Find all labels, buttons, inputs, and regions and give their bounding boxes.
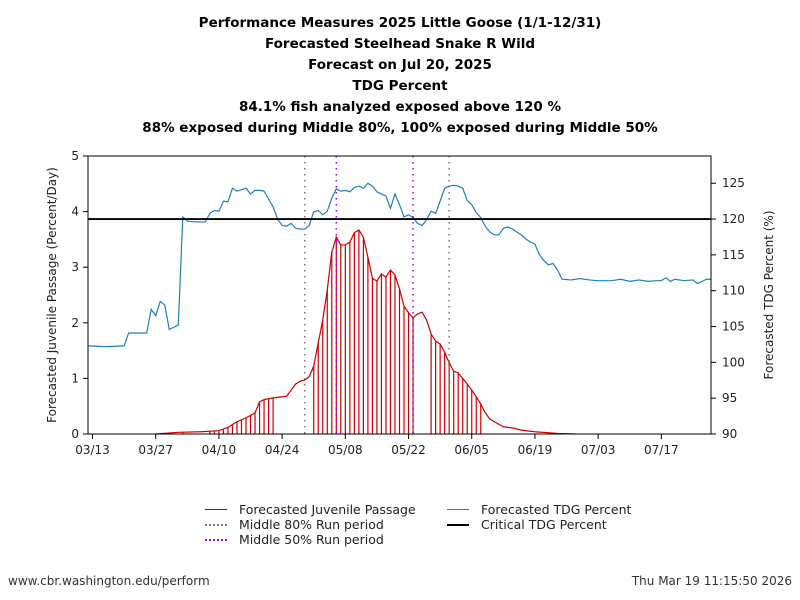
y2-tick-label: 110: [722, 284, 745, 298]
legend-label: Forecasted TDG Percent: [481, 502, 632, 517]
y2-tick-label: 95: [722, 391, 737, 405]
y-tick-label: 2: [71, 316, 79, 330]
y-tick-label: 0: [71, 427, 79, 441]
y-tick-label: 5: [71, 149, 79, 163]
y-axis-label: Forecasted Juvenile Passage (Percent/Day…: [45, 167, 59, 423]
x-tick-label: 06/05: [454, 443, 489, 457]
x-tick-label: 04/10: [202, 443, 237, 457]
legend-item-passage: Forecasted Juvenile Passage: [205, 502, 416, 517]
y-tick-label: 3: [71, 260, 79, 274]
y2-axis-label: Forecasted TDG Percent (%): [762, 210, 776, 379]
y2-tick-label: 105: [722, 320, 745, 334]
y2-tick-label: 90: [722, 427, 737, 441]
x-tick-label: 07/03: [581, 443, 616, 457]
legend-item-critical: Critical TDG Percent: [447, 517, 607, 532]
x-tick-label: 07/17: [644, 443, 679, 457]
chart-subtitle-exposure: 84.1% fish analyzed exposed above 120 %: [239, 99, 561, 115]
x-tick-label: 03/27: [138, 443, 173, 457]
plot-frame: [87, 155, 712, 435]
chart-subtitle-measure: TDG Percent: [352, 78, 448, 94]
y2-tick-label: 125: [722, 176, 745, 190]
legend-label: Forecasted Juvenile Passage: [239, 502, 416, 517]
legend-item-tdg: Forecasted TDG Percent: [447, 502, 631, 517]
chart-subtitle-middle-exposure: 88% exposed during Middle 80%, 100% expo…: [142, 120, 658, 136]
legend-label: Critical TDG Percent: [481, 517, 607, 532]
x-tick-label: 04/24: [265, 443, 300, 457]
legend-item-middle80: Middle 80% Run period: [205, 517, 384, 532]
legend-swatch-passage: [205, 509, 227, 510]
y2-tick-label: 115: [722, 248, 745, 262]
y-tick-label: 1: [71, 371, 79, 385]
chart-subtitle-species: Forecasted Steelhead Snake R Wild: [264, 36, 536, 52]
x-tick-label: 05/08: [328, 443, 363, 457]
footer-timestamp: Thu Mar 19 11:15:50 2026: [631, 574, 792, 588]
legend-item-middle50: Middle 50% Run period: [205, 532, 384, 547]
chart-title: Performance Measures 2025 Little Goose (…: [198, 15, 602, 31]
passage-line: [155, 229, 576, 435]
x-tick-label: 03/13: [75, 443, 110, 457]
x-tick-label: 05/22: [391, 443, 426, 457]
legend-label: Middle 50% Run period: [239, 532, 384, 547]
tdg-line: [87, 182, 711, 348]
legend-label: Middle 80% Run period: [239, 517, 384, 532]
legend-swatch-critical: [447, 523, 469, 526]
footer-url[interactable]: www.cbr.washington.edu/perform: [8, 574, 210, 588]
chart-subtitle-forecast-date: Forecast on Jul 20, 2025: [308, 57, 492, 73]
legend-swatch-tdg: [447, 509, 469, 510]
y2-tick-label: 100: [722, 355, 745, 369]
x-tick-label: 06/19: [518, 443, 553, 457]
legend-swatch-middle80: [205, 523, 227, 526]
y2-tick-label: 120: [722, 212, 745, 226]
y-tick-label: 4: [71, 205, 79, 219]
legend-swatch-middle50: [205, 538, 227, 541]
